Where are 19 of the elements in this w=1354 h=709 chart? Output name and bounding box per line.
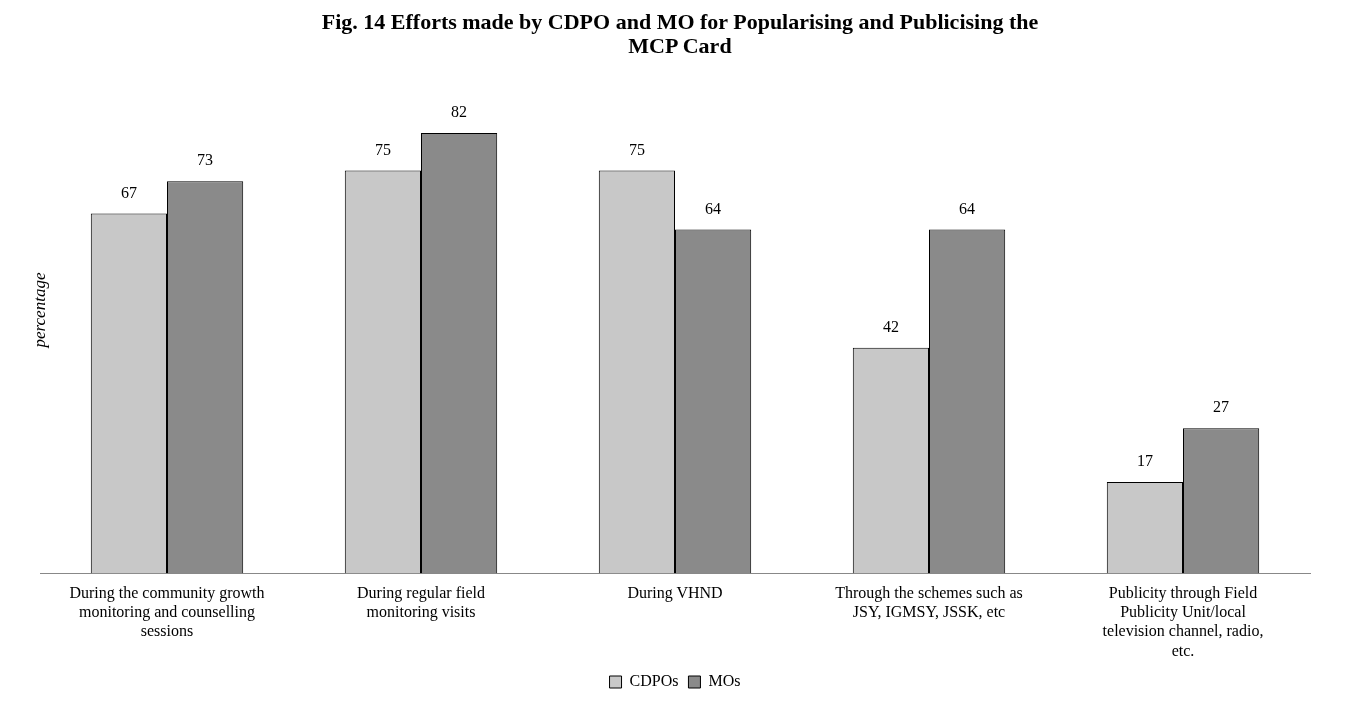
x-tick-label: During the community growth monitoring and counselling sessions: [69, 584, 265, 640]
data-label: 82: [451, 103, 468, 121]
chart-title: Fig. 14 Efforts made by CDPO and MO for Popularising and Publicising the MCP Card: [320, 9, 1040, 58]
y-axis-title: percentage: [30, 271, 50, 351]
data-label: 75: [374, 140, 391, 158]
data-label: 64: [705, 199, 722, 217]
data-label: 27: [1213, 398, 1230, 416]
data-label: 17: [1136, 452, 1153, 470]
legend-label: CDPOs: [629, 672, 679, 690]
data-label: 73: [197, 151, 214, 169]
x-tick-label: During VHND: [627, 584, 723, 602]
x-tick-label: Through the schemes such as JSY, IGMSY, JSSK, etc: [835, 584, 1023, 621]
legend-label: MOs: [708, 672, 741, 690]
x-tick-label: During regular field monitoring visits: [357, 584, 485, 622]
data-label: 64: [959, 199, 976, 217]
x-tick-label: Publicity through Field Publicity Unit/local television channel, radio, etc.: [1102, 584, 1264, 659]
data-label: 42: [882, 317, 899, 335]
data-label: 67: [120, 183, 137, 201]
data-label: 75: [628, 140, 645, 158]
